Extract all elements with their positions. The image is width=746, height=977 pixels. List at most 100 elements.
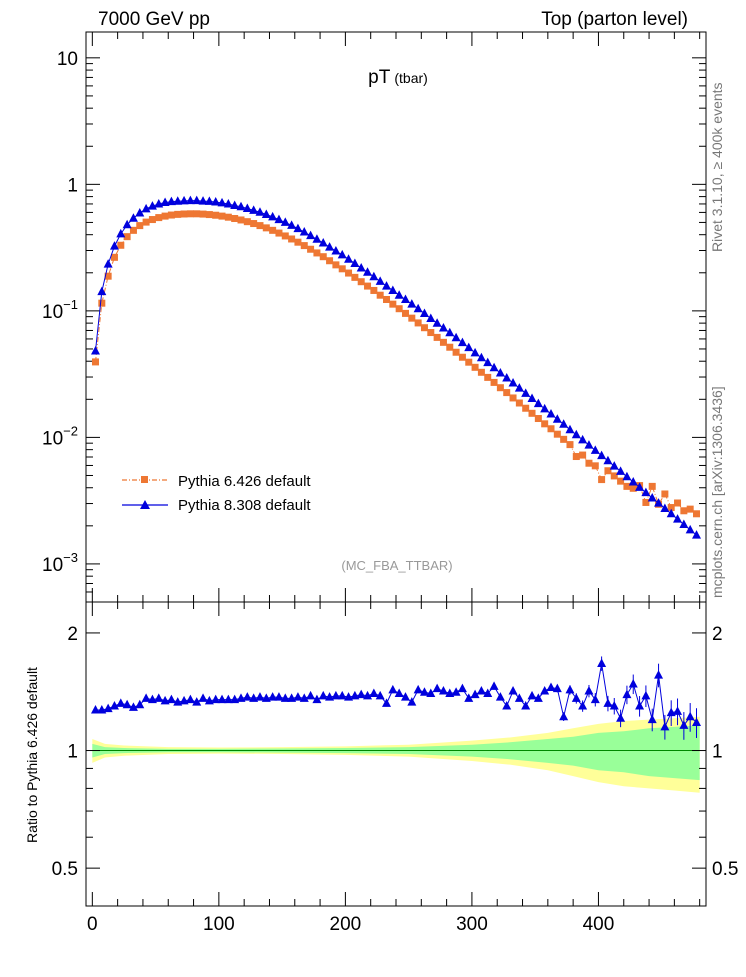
pythia8-point (692, 530, 702, 539)
ratio-pythia8-point (432, 683, 442, 693)
main-y-tick-label: 10−2 (42, 423, 78, 449)
pythia6-point (490, 378, 498, 386)
legend-marker-pythia8 (140, 500, 150, 509)
pythia8-point (489, 362, 499, 372)
pythia8-point (565, 424, 575, 434)
pythia8-point (483, 357, 493, 367)
ratio-pythia8-point (438, 686, 448, 695)
header-right: Top (parton level) (541, 9, 688, 30)
x-tick-label: 0 (87, 914, 98, 935)
ratio-band-inner (92, 725, 700, 781)
pythia6-point (585, 459, 593, 467)
pythia6-point (370, 286, 378, 294)
pythia8-point (337, 249, 347, 259)
pythia6-point (560, 435, 568, 443)
legend: Pythia 6.426 default Pythia 8.308 defaul… (122, 473, 311, 514)
pythia6-point (591, 462, 599, 470)
pythia8-point (363, 267, 373, 276)
pythia6-point (364, 282, 372, 290)
pythia6-point (496, 384, 504, 392)
pythia6-point (610, 472, 618, 480)
pythia8-point (451, 332, 461, 342)
pythia6-point (326, 257, 334, 265)
pythia8-point (109, 241, 119, 250)
pythia6-point (231, 215, 239, 223)
pythia8-point (584, 440, 594, 449)
pythia6-point (420, 324, 428, 332)
pythia8-point (230, 200, 240, 209)
pythia6-point (604, 467, 612, 475)
ratio-pythia8-point (318, 690, 328, 700)
pythia8-point (116, 228, 126, 238)
ratio-pythia8-point (223, 694, 233, 704)
pythia6-point (617, 477, 625, 485)
pythia6-point (515, 399, 523, 407)
pythia6-point (414, 319, 422, 327)
ratio-pythia8-point (464, 693, 474, 702)
ratio-pythia8-point (609, 701, 619, 710)
ratio-pythia8-point (483, 688, 493, 697)
ratio-pythia8-point (502, 701, 512, 710)
main-y-tick-label: 10−3 (42, 550, 78, 576)
ratio-pythia8-point (521, 701, 531, 710)
pythia6-point (680, 507, 688, 515)
pythia6-point (243, 218, 251, 226)
ratio-pythia8-point (540, 686, 550, 695)
ratio-pythia8-point (236, 693, 246, 702)
pythia6-point (458, 353, 466, 361)
pythia6-point (446, 343, 454, 351)
pythia8-point (299, 227, 309, 236)
pythia6-point (509, 394, 517, 402)
ratio-pythia8-point (622, 689, 632, 699)
ratio-pythia8-point (559, 711, 569, 721)
ratio-pythia8-point (103, 703, 113, 713)
ratio-series-pythia8 (90, 656, 702, 740)
pythia6-point (224, 213, 232, 221)
pythia6-point (357, 278, 365, 286)
pythia8-point (571, 429, 581, 439)
pythia6-point (110, 253, 118, 261)
pythia6-point (439, 338, 447, 346)
ratio-pythia8-point (109, 701, 119, 710)
pythia6-point (155, 214, 163, 222)
series-pythia6 (91, 210, 701, 518)
pythia8-point (432, 318, 442, 327)
pythia8-point (470, 347, 480, 357)
ratio-pythia8-point (211, 694, 221, 704)
pythia8-point (546, 409, 556, 418)
ratio-pythia8-point (514, 693, 524, 702)
pythia8-point (331, 246, 341, 255)
ratio-y-tick-label-right: 2 (712, 624, 723, 645)
side-labels: Rivet 3.1.10, ≥ 400k events mcplots.cern… (709, 82, 725, 598)
x-tick-label: 100 (203, 914, 235, 935)
series-pythia8 (90, 195, 702, 539)
ratio-pythia8-point (242, 692, 252, 701)
ratio-pythia8-point (584, 686, 594, 695)
pythia8-point (413, 303, 423, 313)
ratio-pythia8-point (603, 698, 613, 707)
pythia8-point (616, 466, 626, 475)
pythia6-point (553, 430, 561, 438)
pythia8-point (495, 367, 505, 377)
ratio-pythia8-point (116, 698, 126, 707)
pythia6-point (136, 222, 144, 230)
ratio-pythia8-point (147, 694, 157, 704)
pythia6-point (541, 420, 549, 428)
pythia8-point (375, 276, 385, 285)
ratio-pythia8-point (325, 692, 335, 701)
pythia8-point (173, 196, 183, 205)
pythia6-point (503, 389, 511, 397)
pythia8-point (103, 259, 113, 268)
ratio-pythia8-point (552, 683, 562, 693)
ratio-pythia8-point (293, 692, 303, 701)
pythia6-point (332, 261, 340, 269)
pythia6-point (237, 216, 245, 224)
ratio-pythia8-point (217, 694, 227, 704)
x-tick-label: 200 (330, 914, 362, 935)
ratio-y-tick-label: 1 (67, 742, 78, 763)
ratio-pythia8-point (141, 693, 151, 702)
pythia6-point (522, 404, 530, 412)
pythia6-point (142, 218, 150, 226)
pythia8-point (293, 223, 303, 233)
pythia6-point (452, 348, 460, 356)
